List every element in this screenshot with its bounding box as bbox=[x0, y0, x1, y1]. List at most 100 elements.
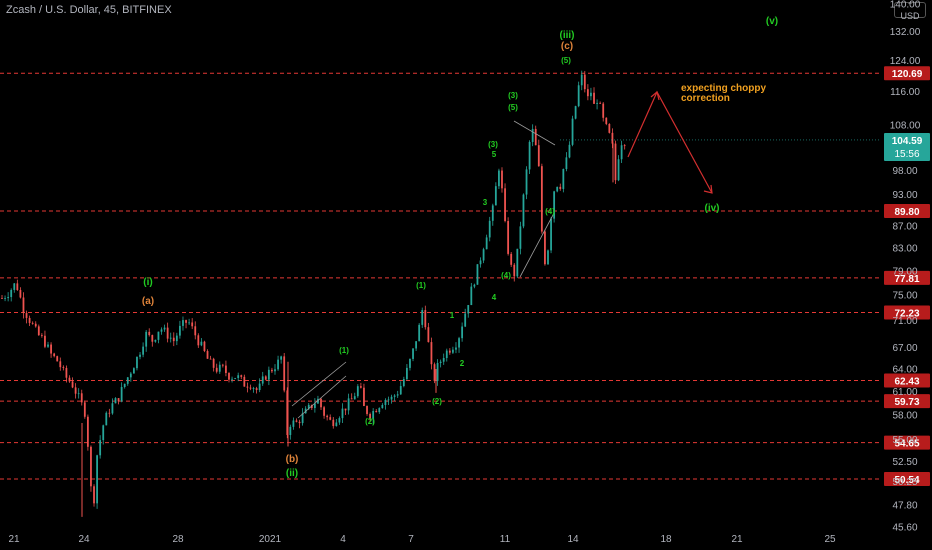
candle-body bbox=[267, 369, 270, 380]
annotation-line-2: correction bbox=[681, 93, 730, 104]
candle-body bbox=[53, 353, 56, 357]
candle-body bbox=[547, 250, 549, 265]
candle-body bbox=[611, 132, 614, 144]
candle-body bbox=[363, 387, 365, 407]
y-tick-label: 79.00 bbox=[892, 266, 917, 277]
candle-body bbox=[59, 361, 62, 368]
candle-body bbox=[335, 422, 338, 427]
candle-body bbox=[366, 406, 368, 414]
wave-label: (iii) bbox=[560, 30, 575, 41]
candle-body bbox=[393, 395, 396, 397]
candle-body bbox=[602, 103, 605, 118]
candle-body bbox=[458, 338, 460, 348]
candle-body bbox=[323, 407, 325, 416]
candle-body bbox=[482, 249, 485, 261]
candle-body bbox=[132, 368, 135, 374]
candle-body bbox=[197, 335, 200, 346]
wave-label: (v) bbox=[766, 16, 778, 27]
candle-body bbox=[28, 317, 31, 323]
candle-body bbox=[464, 313, 467, 327]
candle-body bbox=[209, 358, 212, 360]
candle-body bbox=[154, 339, 157, 342]
candle-body bbox=[264, 376, 267, 380]
candle-body bbox=[237, 375, 240, 379]
candle-body bbox=[617, 159, 620, 181]
candle-body bbox=[356, 386, 359, 397]
candle-body bbox=[534, 128, 537, 146]
candle-body bbox=[470, 286, 473, 306]
currency-selector[interactable]: ⌃ USD bbox=[894, 2, 926, 21]
candle-body bbox=[623, 145, 626, 147]
candle-body bbox=[80, 393, 83, 403]
wave-label: (1) bbox=[339, 346, 349, 355]
candle-body bbox=[77, 393, 80, 395]
candle-body bbox=[221, 364, 224, 366]
candle-body bbox=[369, 413, 371, 420]
candle-body bbox=[93, 486, 95, 504]
price-level-label: 50.54 bbox=[894, 475, 919, 486]
candle-body bbox=[556, 186, 559, 192]
candle-body bbox=[329, 417, 332, 420]
wave-labels: (iii)(c) (v) (iv) (i) (a) (b) (ii) (1) (2) (1) (2)… bbox=[142, 16, 778, 479]
candle-body bbox=[317, 398, 319, 404]
candle-body bbox=[114, 398, 117, 404]
candle-body bbox=[553, 191, 556, 219]
candle-body bbox=[4, 298, 6, 299]
wave-label: (4) bbox=[545, 207, 555, 216]
candle-body bbox=[47, 344, 49, 347]
wave-label: (a) bbox=[142, 296, 154, 307]
candle-body bbox=[445, 350, 448, 359]
candle-body bbox=[179, 325, 181, 336]
price-level-badge bbox=[884, 204, 930, 219]
candle-body bbox=[261, 376, 264, 384]
candle-body bbox=[347, 398, 350, 411]
wave-label: (5) bbox=[508, 103, 518, 112]
candle-body bbox=[182, 320, 184, 326]
candle-body bbox=[258, 383, 261, 390]
wave-label: (ii) bbox=[286, 468, 298, 479]
candle-body bbox=[359, 386, 362, 388]
trendline bbox=[519, 212, 555, 278]
candle-body bbox=[433, 364, 436, 381]
x-tick-label: 25 bbox=[824, 534, 836, 545]
price-level-label: 120.69 bbox=[892, 69, 923, 80]
trendline bbox=[513, 120, 556, 146]
wave-label: (2) bbox=[432, 397, 442, 406]
candle-body bbox=[56, 356, 59, 362]
candle-body bbox=[13, 283, 16, 290]
candle-body bbox=[16, 283, 19, 291]
y-tick-label: 45.60 bbox=[892, 523, 917, 534]
x-tick-label: 21 bbox=[731, 534, 743, 545]
candle-body bbox=[381, 404, 384, 409]
y-tick-label: 61.00 bbox=[892, 387, 917, 398]
annotation-line-1: expecting choppy bbox=[681, 83, 766, 94]
candle-body bbox=[494, 186, 497, 206]
wave-label: (4) bbox=[501, 271, 511, 280]
candle-body bbox=[568, 144, 571, 158]
candle-body bbox=[255, 388, 258, 390]
y-tick-label: 67.00 bbox=[892, 343, 917, 354]
x-tick-label: 24 bbox=[78, 534, 90, 545]
price-level-badge bbox=[884, 305, 930, 320]
y-tick-label: 93.00 bbox=[892, 190, 917, 201]
candle-body bbox=[249, 387, 252, 389]
candle-body bbox=[485, 237, 488, 250]
candle-body bbox=[326, 415, 329, 418]
candle-body bbox=[332, 419, 335, 427]
candle-body bbox=[163, 327, 166, 330]
candle-body bbox=[22, 297, 25, 314]
candle-body bbox=[1, 298, 3, 299]
x-tick-label: 14 bbox=[567, 534, 579, 545]
candle-body bbox=[424, 310, 427, 328]
candle-body bbox=[501, 170, 503, 189]
candle-body bbox=[157, 331, 160, 340]
x-tick-label: 28 bbox=[172, 534, 184, 545]
candle-body bbox=[384, 399, 387, 405]
candle-body bbox=[439, 361, 442, 363]
candle-body bbox=[225, 365, 227, 374]
price-level-badge bbox=[884, 66, 930, 81]
candle-body bbox=[473, 284, 476, 287]
candle-body bbox=[372, 411, 375, 420]
